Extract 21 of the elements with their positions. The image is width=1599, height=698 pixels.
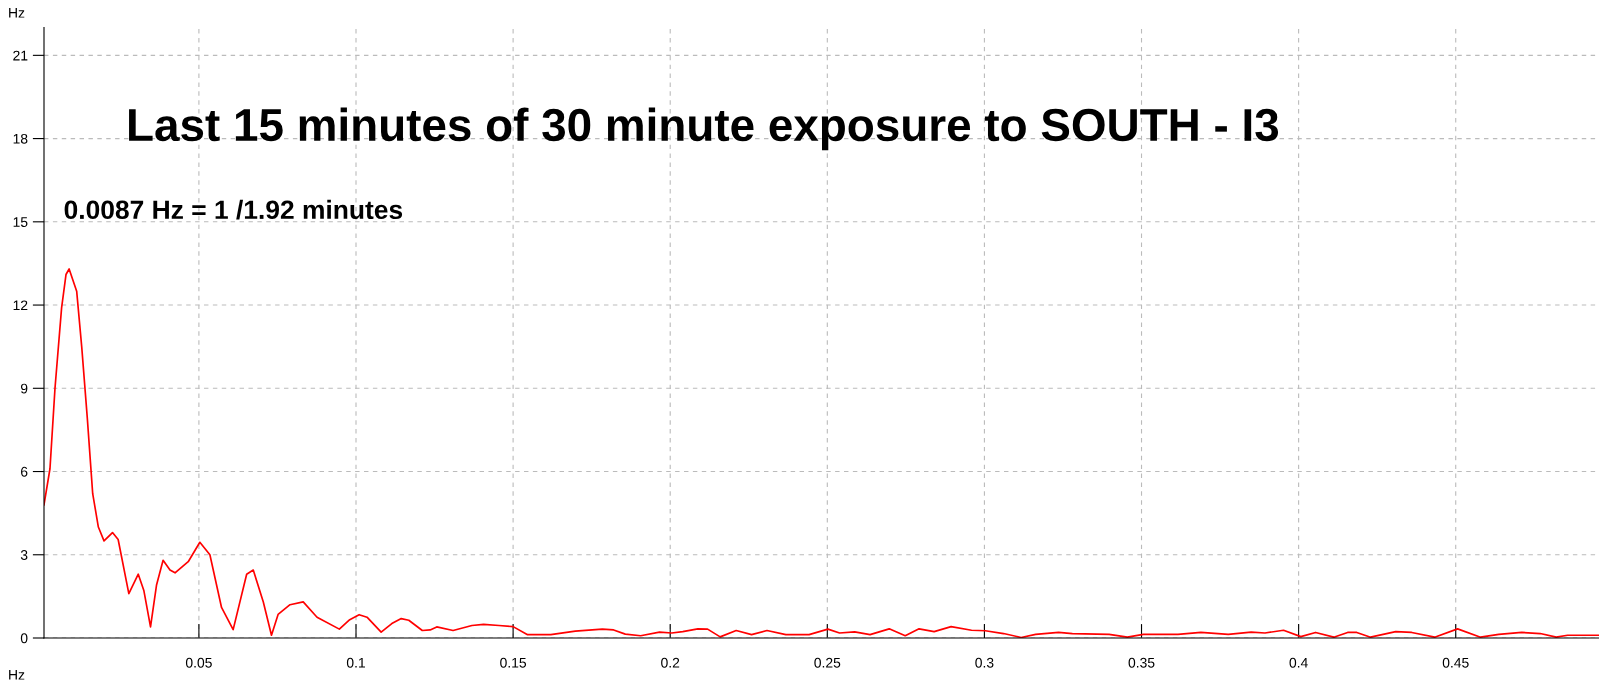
y-tick-label: 0 [20,633,28,644]
x-axis-title: Hz [9,670,25,680]
x-tick-label: 0.15 [500,657,527,668]
y-tick-label: 6 [21,466,28,477]
y-tick-label: 9 [20,383,28,394]
y-tick-label: 18 [13,133,28,144]
x-tick-label: 0.05 [185,657,212,668]
x-tick-label: 0.1 [346,657,365,668]
x-tick-label: 0.3 [975,657,994,668]
x-tick-label: 0.45 [1442,657,1469,668]
y-tick-label: 3 [20,550,28,560]
x-tick-label: 0.2 [661,657,680,668]
y-axis-title: Hz [9,8,25,18]
x-tick-label: 0.25 [814,657,841,668]
x-tick-label: 0.4 [1289,657,1308,668]
text: Last 15 minutes of 30 minute exposure to SOUTH - I3 [129,107,1279,151]
y-tick-label: 15 [13,217,28,227]
y-tick-label: 21 [13,50,28,61]
annotation: 0.0087 Hz = 1 /1.92 minutes [64,199,403,220]
x-tick-label: 0.35 [1128,657,1155,668]
y-tick-label: 12 [13,300,28,311]
